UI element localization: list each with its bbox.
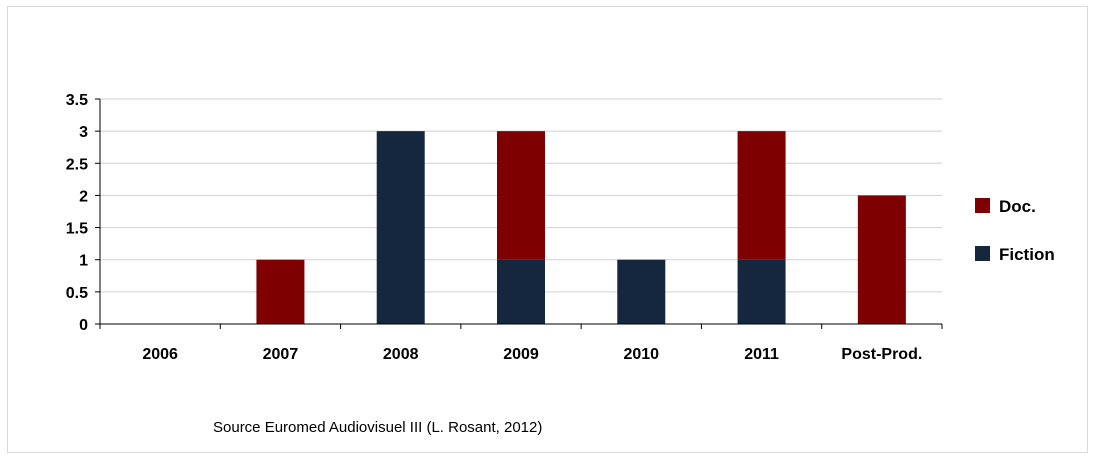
- x-tick-label: 2006: [142, 346, 178, 363]
- x-tick-label: 2010: [623, 346, 659, 363]
- y-tick-label: 2.5: [66, 156, 88, 173]
- legend-swatch-doc: [975, 198, 990, 213]
- bar-doc-2007: [256, 259, 305, 324]
- bar-fiction-2008: [376, 131, 425, 324]
- x-tick-labels: 2006 2007 2008 2009 2010 2011 Post-Prod.: [142, 346, 922, 363]
- bar-doc-2009: [497, 131, 545, 260]
- y-tick-label: 3: [79, 124, 88, 141]
- axes: [95, 98, 943, 329]
- y-tick-label: 1.5: [66, 221, 88, 238]
- x-tick-label: 2008: [383, 346, 419, 363]
- x-tick-label: 2011: [744, 346, 779, 363]
- x-tick-label: Post-Prod.: [841, 346, 922, 363]
- x-tick-label: 2009: [503, 346, 539, 363]
- y-tick-label: 0.5: [66, 285, 88, 302]
- legend-swatch-fiction: [975, 246, 990, 261]
- bar-fiction-2010: [617, 259, 666, 324]
- y-tick-labels: 0 0.5 1 1.5 2 2.5 3 3.5: [66, 92, 88, 334]
- x-tick-label: 2007: [263, 346, 299, 363]
- bar-doc-2011: [737, 131, 786, 260]
- y-tick-label: 2: [79, 188, 88, 205]
- bars: [256, 131, 906, 324]
- bar-fiction-2009: [497, 259, 545, 324]
- bar-doc-post-prod-: [857, 195, 906, 324]
- legend: Doc. Fiction: [975, 197, 1055, 264]
- legend-label: Fiction: [999, 245, 1055, 264]
- y-tick-label: 1: [79, 253, 88, 270]
- chart-frame: [7, 6, 1088, 453]
- legend-label: Doc.: [999, 197, 1036, 216]
- bar-fiction-2011: [737, 259, 786, 324]
- source-note: Source Euromed Audiovisuel III (L. Rosan…: [213, 419, 543, 436]
- y-tick-label: 3.5: [66, 92, 88, 109]
- y-tick-label: 0: [79, 317, 88, 334]
